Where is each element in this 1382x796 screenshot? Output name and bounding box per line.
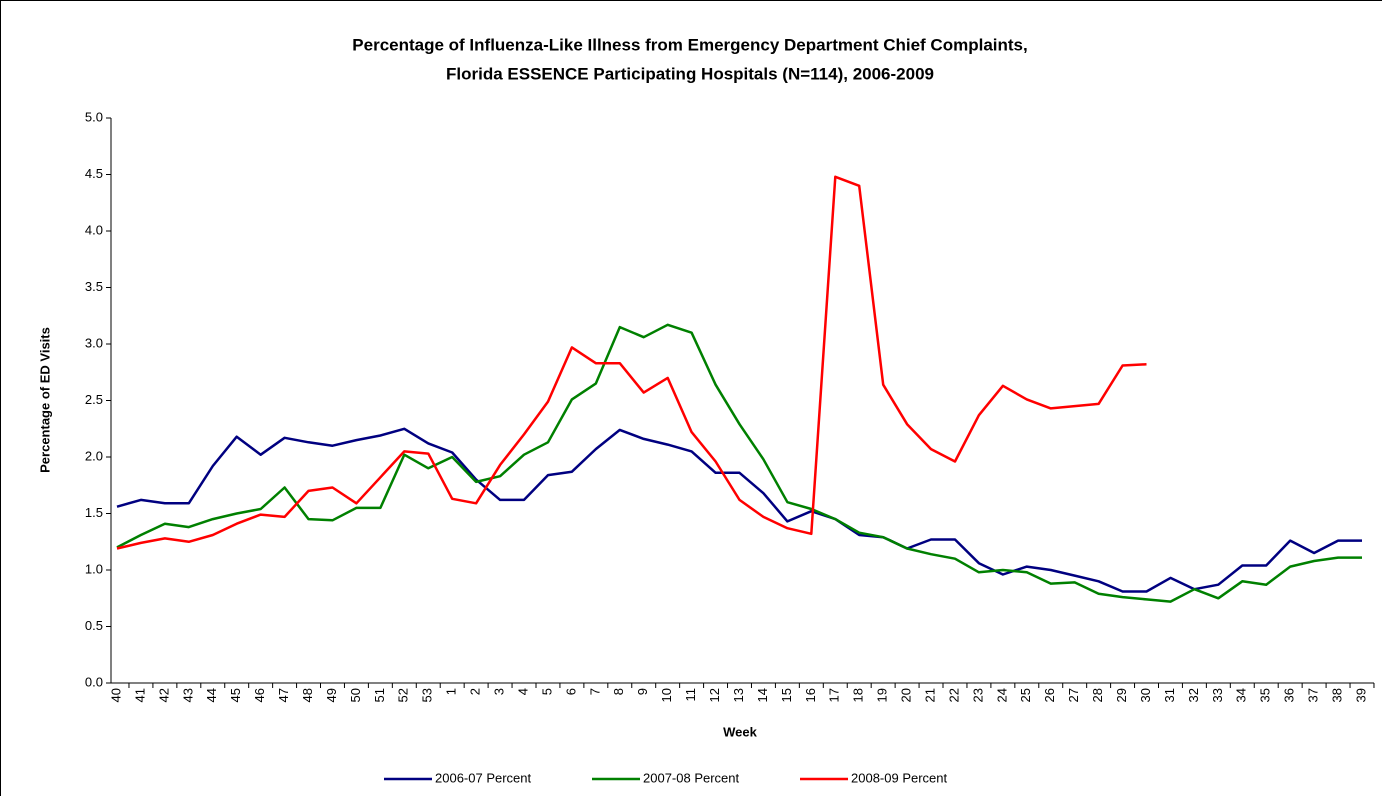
x-tick-label: 11 (683, 688, 698, 702)
legend-label: 2006-07 Percent (435, 770, 532, 785)
y-tick-label: 5.0 (85, 109, 103, 124)
x-tick-label: 45 (228, 688, 243, 702)
y-tick-label: 3.5 (85, 279, 103, 294)
y-tick-label: 2.0 (85, 448, 103, 463)
x-tick-label: 20 (899, 688, 914, 702)
y-tick-label: 1.5 (85, 505, 103, 520)
x-tick-label: 8 (611, 688, 626, 695)
x-tick-label: 14 (755, 688, 770, 702)
x-tick-label: 24 (994, 688, 1009, 702)
x-tick-label: 19 (875, 688, 890, 702)
x-tick-label: 40 (108, 688, 123, 702)
x-tick-label: 10 (659, 688, 674, 702)
x-tick-label: 1 (444, 688, 459, 695)
x-tick-label: 53 (420, 688, 435, 702)
legend-label: 2008-09 Percent (851, 770, 948, 785)
x-tick-label: 16 (803, 688, 818, 702)
y-axis-title: Percentage of ED Visits (37, 327, 52, 473)
x-tick-label: 46 (252, 688, 267, 702)
x-tick-label: 2 (468, 688, 483, 695)
series-line (116, 175, 1147, 550)
x-tick-label: 47 (276, 688, 291, 702)
y-tick-label: 0.0 (85, 674, 103, 689)
series-line (116, 323, 1362, 603)
x-tick-label: 38 (1329, 688, 1344, 702)
legend-label: 2007-08 Percent (643, 770, 740, 785)
x-tick-label: 7 (587, 688, 602, 695)
x-tick-label: 50 (348, 688, 363, 702)
y-tick-label: 4.0 (85, 222, 103, 237)
x-tick-label: 30 (1138, 688, 1153, 702)
x-tick-label: 6 (563, 688, 578, 695)
x-tick-label: 34 (1234, 688, 1249, 702)
x-tick-label: 42 (156, 688, 171, 702)
x-tick-label: 12 (707, 688, 722, 702)
x-tick-label: 29 (1114, 688, 1129, 702)
x-tick-label: 15 (779, 688, 794, 702)
series-line (116, 427, 1362, 593)
x-tick-label: 44 (204, 688, 219, 702)
x-tick-label: 21 (922, 688, 937, 702)
x-tick-label: 33 (1210, 688, 1225, 702)
x-tick-label: 18 (851, 688, 866, 702)
x-tick-label: 41 (132, 688, 147, 702)
chart-title: Florida ESSENCE Participating Hospitals … (446, 64, 934, 83)
x-tick-label: 23 (970, 688, 985, 702)
x-tick-label: 36 (1282, 688, 1297, 702)
x-tick-label: 43 (180, 688, 195, 702)
y-tick-label: 3.0 (85, 335, 103, 350)
x-tick-label: 49 (324, 688, 339, 702)
x-axis-title: Week (723, 724, 757, 739)
x-tick-label: 5 (539, 688, 554, 695)
x-tick-label: 35 (1258, 688, 1273, 702)
x-tick-label: 28 (1090, 688, 1105, 702)
y-tick-label: 4.5 (85, 166, 103, 181)
x-tick-label: 17 (827, 688, 842, 702)
y-tick-label: 1.0 (85, 561, 103, 576)
y-tick-label: 2.5 (85, 392, 103, 407)
x-tick-label: 22 (946, 688, 961, 702)
x-tick-label: 51 (372, 688, 387, 702)
x-tick-label: 25 (1018, 688, 1033, 702)
chart-title: Percentage of Influenza-Like Illness fro… (352, 35, 1027, 54)
x-tick-label: 13 (731, 688, 746, 702)
x-tick-label: 26 (1042, 688, 1057, 702)
x-tick-label: 3 (492, 688, 507, 695)
x-tick-label: 37 (1306, 688, 1321, 702)
x-tick-label: 9 (635, 688, 650, 695)
x-tick-label: 27 (1066, 688, 1081, 702)
y-tick-label: 0.5 (85, 618, 103, 633)
x-tick-label: 31 (1162, 688, 1177, 702)
x-tick-label: 48 (300, 688, 315, 702)
x-tick-label: 4 (515, 688, 530, 695)
x-tick-label: 52 (396, 688, 411, 702)
x-tick-label: 39 (1353, 688, 1368, 702)
x-tick-label: 32 (1186, 688, 1201, 702)
